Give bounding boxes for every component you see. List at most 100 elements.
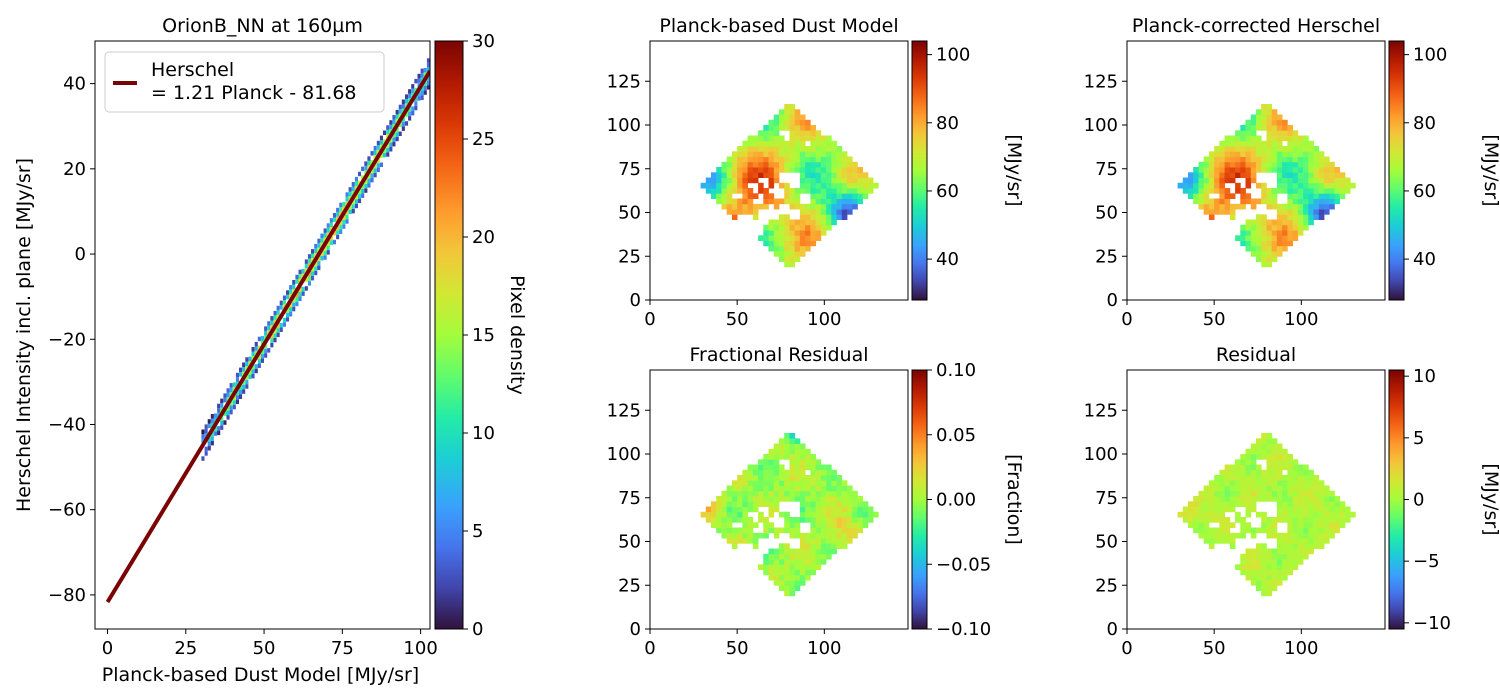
map-pixel [1271, 156, 1278, 163]
histogram-cell [392, 115, 396, 120]
map-pixel [784, 548, 790, 555]
map-pixel [773, 151, 780, 157]
map-pixel [1313, 146, 1320, 152]
histogram-cell [323, 228, 327, 233]
map-pixel [799, 161, 806, 168]
fit-line [105, 70, 430, 604]
map-pixel [1250, 574, 1257, 581]
y-tick-label: 25 [618, 575, 641, 596]
map-pixel [779, 490, 785, 497]
histogram-cell [395, 109, 399, 115]
map-pixel [1250, 151, 1257, 157]
histogram-cell [351, 204, 355, 209]
map-pixel [794, 219, 801, 226]
map-pixel [805, 188, 811, 194]
map-pixel [1282, 172, 1288, 178]
map-pixel [1219, 161, 1225, 168]
map-pixel [1245, 464, 1252, 471]
map-pixel [731, 538, 738, 544]
map-pixel [1318, 203, 1325, 210]
map-pixel [1287, 161, 1293, 168]
map-pixel [1329, 532, 1335, 539]
map-pixel [1219, 532, 1225, 539]
histogram-cell [242, 389, 246, 394]
map-pixel [1303, 140, 1309, 147]
map-pixel [836, 214, 843, 220]
map-pixel [742, 480, 748, 486]
map-pixel [1256, 448, 1262, 455]
map-pixel [731, 167, 738, 173]
map-pixel [1214, 172, 1220, 178]
map-pixel [1256, 146, 1262, 152]
map-pixel [784, 119, 790, 126]
map-pixel [747, 188, 754, 194]
map-pixel [1177, 182, 1184, 189]
map-pixel [1303, 506, 1309, 513]
map-pixel [779, 125, 785, 131]
map-pixel [794, 580, 801, 586]
map-pixel [820, 464, 827, 471]
map-pixel [826, 475, 832, 481]
map-pixel [815, 172, 822, 178]
map-pixel [799, 443, 806, 450]
map-pixel [1318, 501, 1325, 507]
map-pixel [1256, 496, 1262, 502]
map-pixel [737, 490, 743, 497]
map-pixel [836, 203, 843, 210]
histogram-cell [245, 366, 249, 371]
map-pixel [799, 177, 806, 184]
map-pixel [768, 574, 775, 581]
map-pixel [752, 469, 759, 476]
map-pixel [742, 522, 748, 528]
map-pixel [820, 517, 827, 523]
map-pixel [773, 475, 780, 481]
map-pixel [784, 490, 790, 497]
map-pixel [815, 480, 822, 486]
map-pixel [1303, 496, 1309, 502]
map-pixel [773, 161, 780, 168]
y-tick-label: 125 [607, 400, 641, 421]
map-pixel [810, 214, 816, 220]
map-pixel [1292, 130, 1299, 136]
histogram-cell [373, 154, 377, 160]
histogram-cell [408, 98, 412, 103]
map-pixel [1193, 506, 1199, 513]
histogram-cell [361, 166, 365, 172]
map-pixel [1292, 522, 1299, 528]
map-pixel [799, 230, 806, 236]
map-pixel [1271, 496, 1278, 502]
histogram-cell [223, 420, 227, 425]
map-pixel [826, 203, 832, 210]
map-pixel [873, 511, 879, 518]
map-pixel [1250, 454, 1257, 460]
map-pixel [763, 167, 769, 173]
map-pixel [1245, 564, 1252, 570]
map-pixel [1240, 459, 1246, 465]
map-pixel [1282, 167, 1288, 173]
map-pixel [1198, 198, 1205, 205]
map-pixel [1219, 198, 1225, 205]
map-pixel [726, 490, 733, 497]
map-pixel [1229, 475, 1236, 481]
histogram-cell [408, 116, 412, 121]
map-pixel [805, 475, 811, 481]
map-pixel [768, 511, 775, 518]
map-pixel [721, 177, 728, 184]
map-pixel [784, 193, 790, 199]
histogram-cell [326, 227, 330, 233]
map-pixel [1282, 188, 1288, 194]
map-pixel [1245, 167, 1252, 173]
map-pixel [1303, 177, 1309, 184]
histogram-cell [420, 95, 424, 100]
map-pixel [1287, 517, 1293, 523]
map-pixel [841, 209, 848, 215]
map-pixel [1224, 527, 1231, 534]
map-pixel [1208, 172, 1215, 178]
map-pixel [1303, 469, 1309, 476]
map-pixel [1324, 490, 1330, 497]
map-pixel [852, 522, 858, 528]
map-pixel [1250, 559, 1257, 565]
map-pixel [820, 209, 827, 215]
map-pixel [716, 496, 722, 502]
